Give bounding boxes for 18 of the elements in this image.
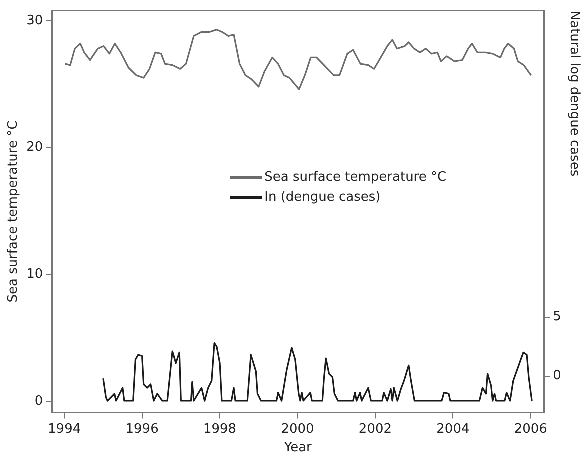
- y-axis-title: Sea surface temperature °C: [6, 120, 22, 303]
- y-tick-label: 0: [34, 394, 44, 409]
- legend-label: Sea surface temperature °C: [264, 168, 447, 187]
- y2-tick-label: 5: [553, 310, 562, 325]
- legend-label: In (dengue cases): [264, 188, 381, 207]
- x-axis-title: Year: [283, 440, 313, 456]
- x-tick-label: 2000: [281, 422, 314, 437]
- y-tick-label: 30: [26, 13, 44, 28]
- y2-axis-title: Natural log dengue cases: [566, 10, 582, 177]
- x-tick-label: 2004: [436, 422, 470, 437]
- y-tick-label: 20: [26, 140, 44, 156]
- x-tick-label: 2002: [358, 422, 392, 437]
- x-tick-label: 1998: [203, 422, 237, 437]
- x-tick-label: 2006: [514, 422, 548, 437]
- x-tick-label: 1994: [48, 422, 82, 437]
- y2-tick-label: 0: [553, 368, 562, 384]
- y-tick-label: 10: [26, 266, 44, 282]
- x-tick-label: 1996: [126, 422, 159, 437]
